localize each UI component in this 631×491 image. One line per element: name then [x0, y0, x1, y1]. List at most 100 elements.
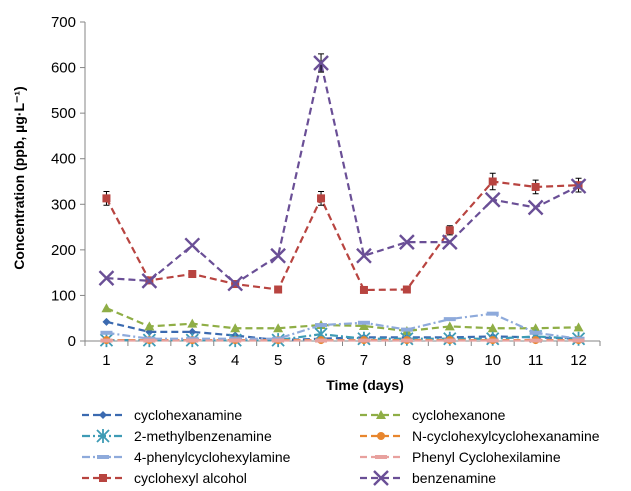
data-point [186, 338, 199, 343]
data-point [184, 237, 201, 254]
data-point [270, 247, 286, 264]
legend-item: N-cyclohexylcyclohexanamine [360, 428, 600, 444]
series-line [106, 307, 579, 333]
data-point [273, 323, 284, 333]
data-point [357, 320, 370, 325]
legend-label: Phenyl Cyclohexilamine [412, 449, 561, 465]
x-tick-label: 8 [403, 352, 411, 369]
data-point [375, 455, 387, 459]
data-point [315, 323, 328, 328]
series-layer [98, 53, 587, 348]
series-line [106, 333, 579, 342]
data-point [441, 234, 458, 250]
data-point [573, 322, 584, 332]
x-tick-label: 3 [188, 352, 196, 369]
legend-label: cyclohexyl alcohol [134, 470, 247, 486]
series-cyclohexyl-alcohol [102, 172, 583, 294]
legend-item: Phenyl Cyclohexilamine [360, 449, 561, 465]
data-point [272, 338, 285, 343]
data-point [529, 330, 542, 335]
data-point [443, 317, 456, 322]
data-point [96, 429, 110, 443]
x-tick-label: 9 [446, 352, 454, 369]
data-point [444, 321, 455, 331]
legend-label: benzenamine [412, 470, 496, 486]
legend-item: 4-phenylcyclohexylamine [82, 449, 291, 465]
data-point [486, 311, 499, 316]
data-point [400, 338, 413, 343]
axes [84, 22, 600, 342]
y-axis-title: Concentration (ppb, µg·L⁻¹) [11, 86, 27, 269]
data-point [373, 470, 389, 486]
y-tick-label: 400 [51, 151, 76, 168]
data-point [99, 411, 107, 419]
data-point [143, 338, 156, 343]
y-tick-label: 500 [51, 105, 76, 122]
x-tick-label: 6 [317, 352, 325, 369]
x-axis-title: Time (days) [326, 377, 404, 393]
data-point [356, 247, 372, 264]
x-tick-label: 1 [102, 352, 110, 369]
data-point [399, 234, 415, 250]
series-line [106, 320, 579, 342]
data-point [274, 285, 283, 294]
legend-label: cyclohexanamine [134, 407, 242, 423]
legend: cyclohexanamine cyclohexanone 2-methylbenz… [82, 407, 600, 486]
data-point [100, 338, 113, 343]
data-point [99, 474, 107, 482]
series-line [106, 62, 580, 285]
y-tick-label: 100 [51, 287, 76, 304]
y-tick-label: 0 [68, 333, 76, 350]
data-point [97, 455, 109, 459]
legend-label: 4-phenylcyclohexylamine [134, 449, 291, 465]
data-point [188, 270, 197, 279]
x-tick-label: 11 [528, 352, 544, 369]
legend-label: cyclohexanone [412, 407, 506, 423]
data-point [227, 275, 244, 292]
legend-label: 2-methylbenzenamine [134, 428, 272, 444]
data-point [572, 338, 585, 343]
data-point [358, 320, 369, 330]
x-tick-label: 4 [231, 352, 239, 369]
data-point [445, 226, 454, 235]
x-tick-label: 10 [484, 352, 501, 369]
data-point [527, 199, 544, 216]
data-point [400, 327, 413, 332]
data-point [229, 338, 242, 343]
data-point [100, 330, 113, 335]
legend-item: cyclohexanamine [82, 407, 242, 423]
data-point [484, 191, 501, 208]
data-point [488, 177, 497, 186]
data-point [377, 432, 385, 440]
data-point [376, 410, 386, 419]
series-phenyl-cyclohexilamine [100, 338, 585, 343]
y-ticks: 0 100 200 300 400 500 600 700 [51, 14, 85, 350]
x-tick-label: 7 [360, 352, 368, 369]
data-point [487, 323, 498, 333]
y-tick-label: 300 [51, 196, 76, 213]
data-point [317, 194, 326, 203]
legend-item: benzenamine [360, 470, 496, 486]
data-point [531, 182, 540, 191]
data-point [486, 338, 499, 343]
data-point [230, 323, 241, 333]
data-point [443, 338, 456, 343]
data-point [530, 323, 541, 333]
x-tick-label: 2 [145, 352, 153, 369]
legend-item: cyclohexyl alcohol [82, 470, 247, 486]
data-point [313, 55, 329, 71]
data-point [187, 318, 198, 328]
data-point [359, 285, 368, 294]
x-tick-label: 12 [570, 352, 587, 369]
data-point [529, 338, 542, 343]
data-point [144, 321, 155, 331]
legend-item: cyclohexanone [360, 407, 506, 423]
data-point [101, 303, 112, 313]
y-tick-label: 600 [51, 60, 76, 77]
data-point [102, 194, 111, 203]
series-benzenamine [98, 53, 587, 292]
data-point [357, 338, 370, 343]
x-tick-label: 5 [274, 352, 282, 369]
data-point [98, 270, 115, 286]
